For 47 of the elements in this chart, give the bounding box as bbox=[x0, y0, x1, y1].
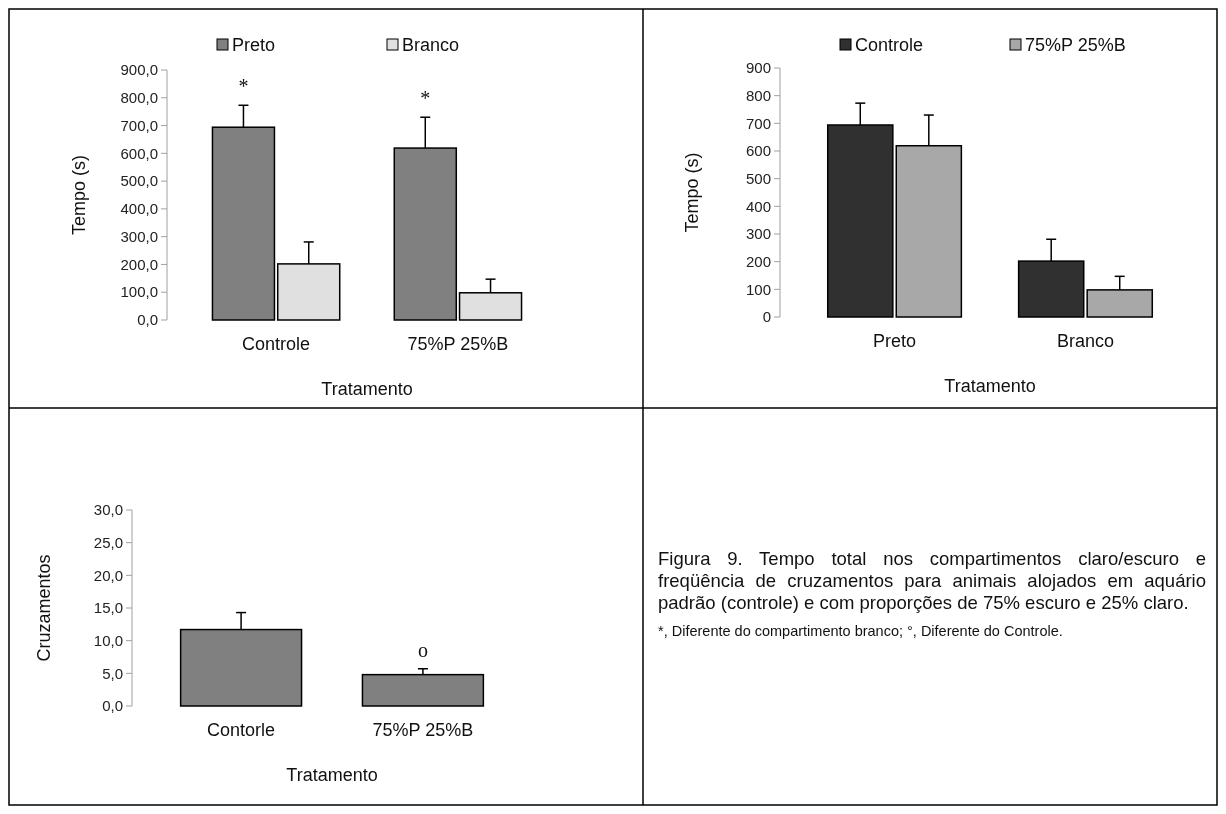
y-axis-title: Tempo (s) bbox=[69, 154, 89, 236]
y-tick-label: 15,0 bbox=[93, 599, 123, 617]
y-axis-title: Tempo (s) bbox=[682, 152, 702, 233]
y-tick-label: 600,0 bbox=[120, 144, 158, 162]
y-tick-label: 25,0 bbox=[93, 533, 123, 551]
legend-label: Preto bbox=[232, 35, 276, 56]
legend-label: Branco bbox=[402, 35, 460, 56]
y-tick-label: 10,0 bbox=[93, 631, 123, 649]
y-tick-label: 800,0 bbox=[120, 89, 158, 107]
x-tick-label: Contorle bbox=[207, 720, 276, 740]
legend-label: 75%P 25%B bbox=[1025, 35, 1126, 56]
x-axis-title: Tratamento bbox=[321, 379, 413, 399]
y-tick-label: 20,0 bbox=[93, 566, 123, 584]
x-axis-title: Tratamento bbox=[944, 376, 1036, 396]
y-tick-label: 700 bbox=[745, 114, 771, 132]
x-tick-label: Controle bbox=[242, 334, 311, 354]
text: Figura 9. Tempo total nos compartimentos claro/escuro e freqüência de cruzamentos para animais alojados em aquário padrão (controle) e com proporções de 75% escuro e 25% claro. bbox=[658, 548, 1206, 614]
y-tick-label: 200 bbox=[745, 252, 771, 270]
y-tick-label: 300 bbox=[745, 225, 771, 243]
y-tick-label: 400 bbox=[745, 197, 771, 215]
y-tick-label: 700,0 bbox=[120, 116, 158, 134]
x-tick-label: Branco bbox=[1056, 331, 1114, 351]
y-tick-label: 0,0 bbox=[102, 697, 123, 715]
y-tick-label: 0,0 bbox=[137, 311, 158, 329]
y-tick-label: 5,0 bbox=[102, 664, 123, 682]
y-tick-label: 100 bbox=[745, 280, 771, 298]
y-axis-title: Cruzamentos bbox=[34, 554, 54, 662]
text: *, Diferente do compartimento branco; °, Diferente do Controle. bbox=[658, 622, 1064, 641]
x-axis-title: Tratamento bbox=[286, 765, 378, 785]
x-tick-label: Preto bbox=[873, 331, 917, 351]
y-tick-label: 30,0 bbox=[93, 501, 123, 519]
y-tick-label: 900,0 bbox=[120, 61, 158, 79]
annotation: * bbox=[420, 87, 431, 110]
y-tick-label: 0 bbox=[762, 308, 771, 326]
annotation: * bbox=[238, 75, 249, 98]
y-tick-label: 900 bbox=[745, 59, 771, 77]
y-tick-label: 500,0 bbox=[120, 172, 158, 190]
y-tick-label: 400,0 bbox=[120, 200, 158, 218]
x-tick-label: 75%P 25%B bbox=[407, 334, 509, 354]
annotation: o bbox=[417, 638, 428, 661]
y-tick-label: 100,0 bbox=[120, 283, 158, 301]
y-tick-label: 600 bbox=[745, 142, 771, 160]
y-tick-label: 200,0 bbox=[120, 255, 158, 273]
y-tick-label: 300,0 bbox=[120, 227, 158, 245]
legend-label: Controle bbox=[855, 35, 924, 56]
y-tick-label: 800 bbox=[745, 86, 771, 104]
y-tick-label: 500 bbox=[745, 169, 771, 187]
